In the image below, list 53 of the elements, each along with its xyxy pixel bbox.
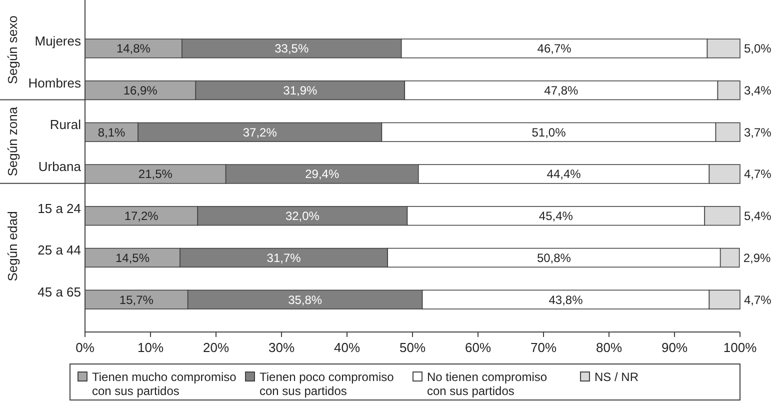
data-label: 37,2% [242,125,278,140]
data-label: 17,2% [124,209,159,224]
x-tick-label: 50% [399,340,426,355]
data-label: 45,4% [538,209,574,224]
data-label: 31,7% [266,250,302,265]
data-label: 5,0% [744,42,772,56]
data-label: 5,4% [744,209,772,224]
data-label: 3,7% [744,125,772,140]
data-label: 32,0% [285,209,320,224]
data-label: 47,8% [544,83,579,98]
x-tick-label: 60% [464,340,492,355]
y-tick-label: 15 a 24 [38,200,81,216]
x-tick-label: 20% [202,340,230,355]
data-label: 33,5% [274,42,309,56]
x-tick-label: 70% [530,340,557,355]
y-tick-label: Rural [50,117,82,132]
data-label: 14,5% [115,250,150,265]
data-label: 4,7% [744,292,772,307]
text: Según zona [5,106,20,176]
legend-label: Tienen mucho compromiso con sus partidos [92,370,237,398]
data-label: 44,4% [546,167,582,182]
x-tick-label: 0% [76,340,95,355]
y-tick-label: 45 a 65 [38,284,81,300]
x-tick-label: 40% [334,340,360,355]
data-label: 31,9% [283,83,318,98]
data-label: 51,0% [532,125,566,140]
y-tick-label: Mujeres [34,33,82,48]
text: Según edad [5,211,20,282]
data-label: 4,7% [744,167,772,182]
data-label: 35,8% [288,292,322,307]
data-label: 43,8% [548,292,584,307]
legend-label: No tienen compromiso con sus partidos [427,370,548,398]
data-label: 46,7% [537,42,572,56]
legend-label: NS / NR [594,370,639,384]
data-label: 14,8% [116,42,151,56]
x-tick-label: 30% [268,340,295,355]
data-label: 16,9% [123,83,158,98]
x-tick-label: 100% [723,340,758,355]
legend-label: Tienen poco compromiso con sus partidos [260,370,394,398]
data-label: 29,4% [305,167,340,182]
y-tick-label: Urbana [38,159,82,174]
y-tick-label: 25 a 44 [38,242,81,258]
y-tick-label: Hombres [28,75,82,90]
x-tick-label: 10% [137,340,164,355]
data-label: 8,1% [98,125,126,140]
data-label: 21,5% [138,167,173,182]
data-label: 3,4% [744,83,772,98]
data-label: 15,7% [119,292,154,307]
x-tick-label: 80% [596,340,622,355]
text: Según sexo [5,16,20,84]
data-label: 50,8% [536,250,572,265]
x-tick-label: 90% [661,340,688,355]
data-label: 2,9% [743,250,772,265]
